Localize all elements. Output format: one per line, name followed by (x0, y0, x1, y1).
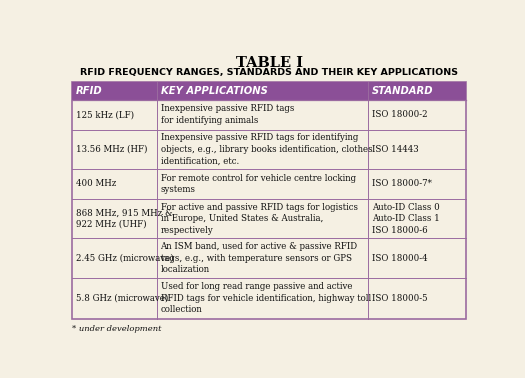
Text: 125 kHz (LF): 125 kHz (LF) (76, 110, 134, 119)
Text: RFID: RFID (76, 86, 102, 96)
Text: 5.8 GHz (microwave): 5.8 GHz (microwave) (76, 294, 168, 303)
Text: ISO 18000-5: ISO 18000-5 (372, 294, 427, 303)
Text: RFID FREQUENCY RANGES, STANDARDS AND THEIR KEY APPLICATIONS: RFID FREQUENCY RANGES, STANDARDS AND THE… (80, 68, 458, 77)
Text: Inexpensive passive RFID tags
for identifying animals: Inexpensive passive RFID tags for identi… (161, 104, 294, 125)
Text: 400 MHz: 400 MHz (76, 180, 116, 189)
Text: Inexpensive passive RFID tags for identifying
objects, e.g., library books ident: Inexpensive passive RFID tags for identi… (161, 133, 372, 165)
Text: ISO 18000-4: ISO 18000-4 (372, 254, 427, 263)
Text: KEY APPLICATIONS: KEY APPLICATIONS (161, 86, 267, 96)
Text: 868 MHz, 915 MHz &
922 MHz (UHF): 868 MHz, 915 MHz & 922 MHz (UHF) (76, 208, 172, 229)
Text: Used for long read range passive and active
RFID tags for vehicle identification: Used for long read range passive and act… (161, 282, 371, 314)
Text: ISO 18000-2: ISO 18000-2 (372, 110, 427, 119)
Text: ISO 14443: ISO 14443 (372, 145, 418, 154)
Text: TABLE I: TABLE I (236, 56, 302, 70)
Text: 13.56 MHz (HF): 13.56 MHz (HF) (76, 145, 147, 154)
Text: Auto-ID Class 0
Auto-ID Class 1
ISO 18000-6: Auto-ID Class 0 Auto-ID Class 1 ISO 1800… (372, 203, 439, 235)
Text: STANDARD: STANDARD (372, 86, 433, 96)
Bar (72, 82, 466, 100)
Bar (72, 82, 466, 319)
Text: An ISM band, used for active & passive RFID
tags, e.g., with temperature sensors: An ISM band, used for active & passive R… (161, 242, 358, 274)
Text: * under development: * under development (72, 325, 161, 333)
Text: For remote control for vehicle centre locking
systems: For remote control for vehicle centre lo… (161, 174, 355, 194)
Text: ISO 18000-7*: ISO 18000-7* (372, 180, 432, 189)
Text: 2.45 GHz (microwave): 2.45 GHz (microwave) (76, 254, 173, 263)
Text: For active and passive RFID tags for logistics
in Europe, United States & Austra: For active and passive RFID tags for log… (161, 203, 358, 235)
